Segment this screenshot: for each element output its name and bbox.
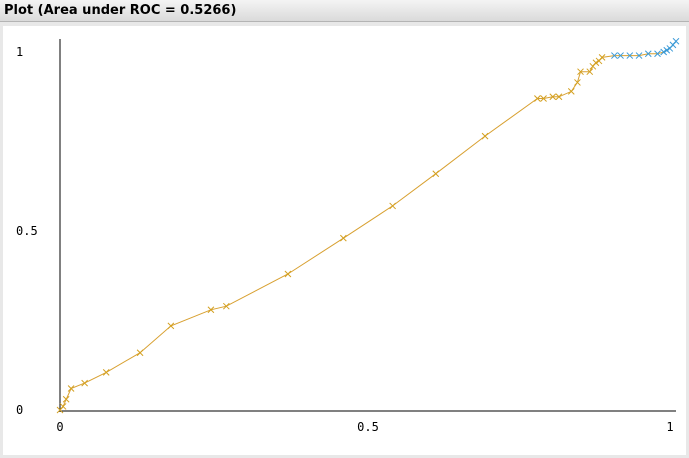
data-point-marker	[577, 68, 584, 76]
marker-stroke	[534, 95, 541, 102]
marker-stroke	[81, 379, 88, 387]
marker-stroke	[672, 37, 680, 45]
data-point-marker	[534, 95, 541, 102]
data-point-marker	[592, 59, 600, 67]
data-point-marker	[389, 202, 396, 210]
data-point-marker	[481, 132, 489, 140]
marker-stroke	[635, 52, 643, 59]
roc-line	[59, 40, 677, 411]
marker-stroke	[340, 234, 347, 242]
data-point-marker	[81, 379, 88, 387]
data-point-marker	[626, 52, 634, 59]
data-point-marker	[660, 48, 668, 56]
plot-area: 0 0.5 1 0 0.5 1	[3, 26, 686, 455]
x-tick-label: 0	[56, 420, 63, 434]
data-point-marker	[102, 369, 110, 376]
marker-stroke	[549, 93, 557, 101]
marker-stroke	[617, 52, 624, 59]
marker-stroke	[481, 132, 489, 140]
data-point-marker	[340, 234, 347, 242]
roc-curve	[59, 40, 677, 411]
data-point-marker	[284, 270, 292, 278]
data-point-marker	[136, 349, 144, 357]
marker-stroke	[598, 54, 606, 61]
data-point-marker	[611, 52, 618, 59]
marker-stroke	[555, 93, 563, 101]
data-point-marker	[663, 46, 671, 54]
axes	[59, 39, 676, 412]
data-point-marker	[672, 37, 680, 45]
marker-stroke	[654, 50, 661, 58]
marker-stroke	[432, 170, 440, 178]
data-point-marker	[207, 306, 215, 314]
marker-stroke	[660, 48, 668, 56]
data-point-marker	[62, 395, 70, 403]
marker-stroke	[574, 79, 581, 86]
marker-stroke	[102, 369, 110, 376]
marker-stroke	[540, 95, 547, 102]
data-point-marker	[617, 52, 624, 59]
data-point-marker	[598, 54, 606, 61]
marker-stroke	[644, 50, 652, 58]
marker-stroke	[167, 322, 175, 330]
x-tick-label: 1	[666, 420, 673, 434]
roc-markers	[56, 37, 680, 414]
marker-stroke	[62, 395, 70, 403]
data-point-marker	[586, 68, 594, 76]
marker-stroke	[577, 68, 584, 76]
roc-chart: 0 0.5 1 0 0.5 1	[16, 37, 680, 434]
data-point-marker	[540, 95, 547, 102]
marker-stroke	[207, 306, 215, 314]
data-point-marker	[167, 322, 175, 330]
data-point-marker	[654, 50, 661, 58]
marker-stroke	[389, 202, 396, 210]
y-tick-label: 1	[16, 45, 23, 59]
data-point-marker	[567, 88, 575, 95]
y-tick-label: 0	[16, 403, 23, 417]
data-point-marker	[59, 403, 67, 410]
data-point-marker	[635, 52, 643, 59]
x-tick-label: 0.5	[357, 420, 379, 434]
marker-stroke	[567, 88, 575, 95]
marker-stroke	[626, 52, 634, 59]
data-point-marker	[644, 50, 652, 58]
data-point-marker	[555, 93, 563, 101]
marker-stroke	[136, 349, 144, 357]
tick-labels: 0 0.5 1 0 0.5 1	[16, 45, 674, 434]
data-point-marker	[67, 385, 75, 392]
data-point-marker	[549, 93, 557, 101]
marker-stroke	[586, 68, 594, 76]
data-point-marker	[222, 302, 230, 310]
marker-stroke	[284, 270, 292, 278]
y-tick-label: 0.5	[16, 224, 38, 238]
marker-stroke	[592, 59, 600, 67]
plot-title-bar: Plot (Area under ROC = 0.5266)	[0, 0, 689, 22]
marker-stroke	[663, 46, 671, 54]
marker-stroke	[59, 403, 67, 410]
plot-title: Plot (Area under ROC = 0.5266)	[4, 3, 237, 18]
data-point-marker	[574, 79, 581, 86]
marker-stroke	[67, 385, 75, 392]
marker-stroke	[611, 52, 618, 59]
marker-stroke	[222, 302, 230, 310]
data-point-marker	[432, 170, 440, 178]
